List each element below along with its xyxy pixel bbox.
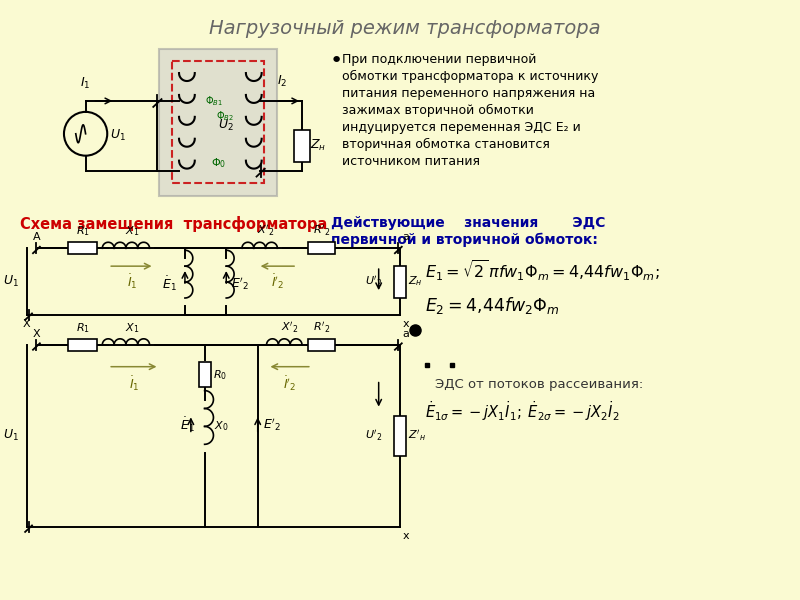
Text: $E'_2$: $E'_2$ bbox=[262, 416, 281, 433]
Text: $X_0$: $X_0$ bbox=[214, 419, 229, 433]
Text: $\Phi_{B2}$: $\Phi_{B2}$ bbox=[217, 109, 234, 123]
Text: $\dot{I}'_2$: $\dot{I}'_2$ bbox=[270, 272, 284, 291]
Text: $R'_2$: $R'_2$ bbox=[313, 320, 330, 335]
Text: a: a bbox=[402, 232, 409, 242]
Text: $\dot{E}_{1\sigma} = -jX_1\dot{I}_1;\; \dot{E}_{2\sigma} = -jX_2\dot{I}_2$: $\dot{E}_{1\sigma} = -jX_1\dot{I}_1;\; \… bbox=[425, 400, 619, 424]
Text: $\Phi_{B1}$: $\Phi_{B1}$ bbox=[205, 94, 222, 108]
Text: $R'_2$: $R'_2$ bbox=[313, 223, 330, 238]
Text: A: A bbox=[33, 232, 40, 242]
Text: $U_2$: $U_2$ bbox=[218, 118, 234, 133]
Text: $E'_2$: $E'_2$ bbox=[231, 275, 250, 292]
Text: $\dot{I}'_2$: $\dot{I}'_2$ bbox=[282, 374, 296, 393]
Text: X: X bbox=[22, 319, 30, 329]
Bar bbox=[294, 130, 310, 161]
Text: $Z_н$: $Z_н$ bbox=[310, 138, 326, 153]
Text: $\dot{E}_1$: $\dot{E}_1$ bbox=[180, 415, 194, 434]
Text: $Z_н$: $Z_н$ bbox=[408, 275, 423, 289]
Text: •: • bbox=[330, 51, 342, 71]
Bar bbox=[172, 61, 264, 182]
Text: $X'_2$: $X'_2$ bbox=[282, 320, 299, 335]
Text: $E_1 = \sqrt{2}\,\pi f w_1\Phi_m = 4{,}44 f w_1\Phi_m;$: $E_1 = \sqrt{2}\,\pi f w_1\Phi_m = 4{,}4… bbox=[425, 258, 660, 283]
Text: $U'_2$: $U'_2$ bbox=[365, 274, 382, 289]
Text: $U'_2$: $U'_2$ bbox=[365, 428, 382, 443]
Text: x: x bbox=[402, 531, 409, 541]
Text: $U_1$: $U_1$ bbox=[110, 128, 126, 143]
Text: $X'_2$: $X'_2$ bbox=[257, 223, 274, 238]
Text: $I_2$: $I_2$ bbox=[277, 74, 287, 89]
Bar bbox=[394, 266, 406, 298]
Bar bbox=[68, 339, 98, 351]
Text: $X_1$: $X_1$ bbox=[125, 321, 139, 335]
Text: При подключении первичной
обмотки трансформатора к источнику
питания переменного: При подключении первичной обмотки трансф… bbox=[342, 53, 598, 169]
Text: $E_2 = 4{,}44 f w_2\Phi_m$: $E_2 = 4{,}44 f w_2\Phi_m$ bbox=[425, 295, 559, 316]
Text: X: X bbox=[33, 329, 40, 339]
Text: $U_1$: $U_1$ bbox=[3, 428, 18, 443]
Bar bbox=[68, 242, 98, 254]
Bar bbox=[394, 416, 406, 456]
Text: a: a bbox=[402, 329, 409, 339]
Text: Схема замещения  трансформатора: Схема замещения трансформатора bbox=[20, 217, 327, 232]
Text: $U_1$: $U_1$ bbox=[3, 274, 18, 289]
Text: $R_1$: $R_1$ bbox=[76, 321, 90, 335]
Bar bbox=[308, 242, 335, 254]
Text: $\dot{I}_1$: $\dot{I}_1$ bbox=[126, 272, 137, 291]
Text: $\dot{I}_1$: $\dot{I}_1$ bbox=[129, 374, 139, 393]
Text: Действующие    значения       ЭДС: Действующие значения ЭДС bbox=[331, 217, 606, 230]
Text: $R_0$: $R_0$ bbox=[214, 368, 227, 382]
Text: ЭДС от потоков рассеивания:: ЭДС от потоков рассеивания: bbox=[434, 377, 643, 391]
Text: $R_1$: $R_1$ bbox=[76, 224, 90, 238]
Text: $Z'_н$: $Z'_н$ bbox=[408, 428, 426, 443]
Text: x: x bbox=[402, 319, 409, 329]
Text: $I_1$: $I_1$ bbox=[80, 76, 91, 91]
Text: первичной и вторичной обмоток:: первичной и вторичной обмоток: bbox=[331, 232, 598, 247]
Text: $\Phi_0$: $\Phi_0$ bbox=[210, 156, 226, 170]
Bar bbox=[308, 339, 335, 351]
Text: $\dot{E}_1$: $\dot{E}_1$ bbox=[162, 274, 177, 293]
Text: $X_1$: $X_1$ bbox=[125, 224, 139, 238]
Text: Нагрузочный режим трансформатора: Нагрузочный режим трансформатора bbox=[210, 19, 601, 38]
Bar bbox=[198, 362, 210, 387]
Bar bbox=[159, 49, 278, 196]
